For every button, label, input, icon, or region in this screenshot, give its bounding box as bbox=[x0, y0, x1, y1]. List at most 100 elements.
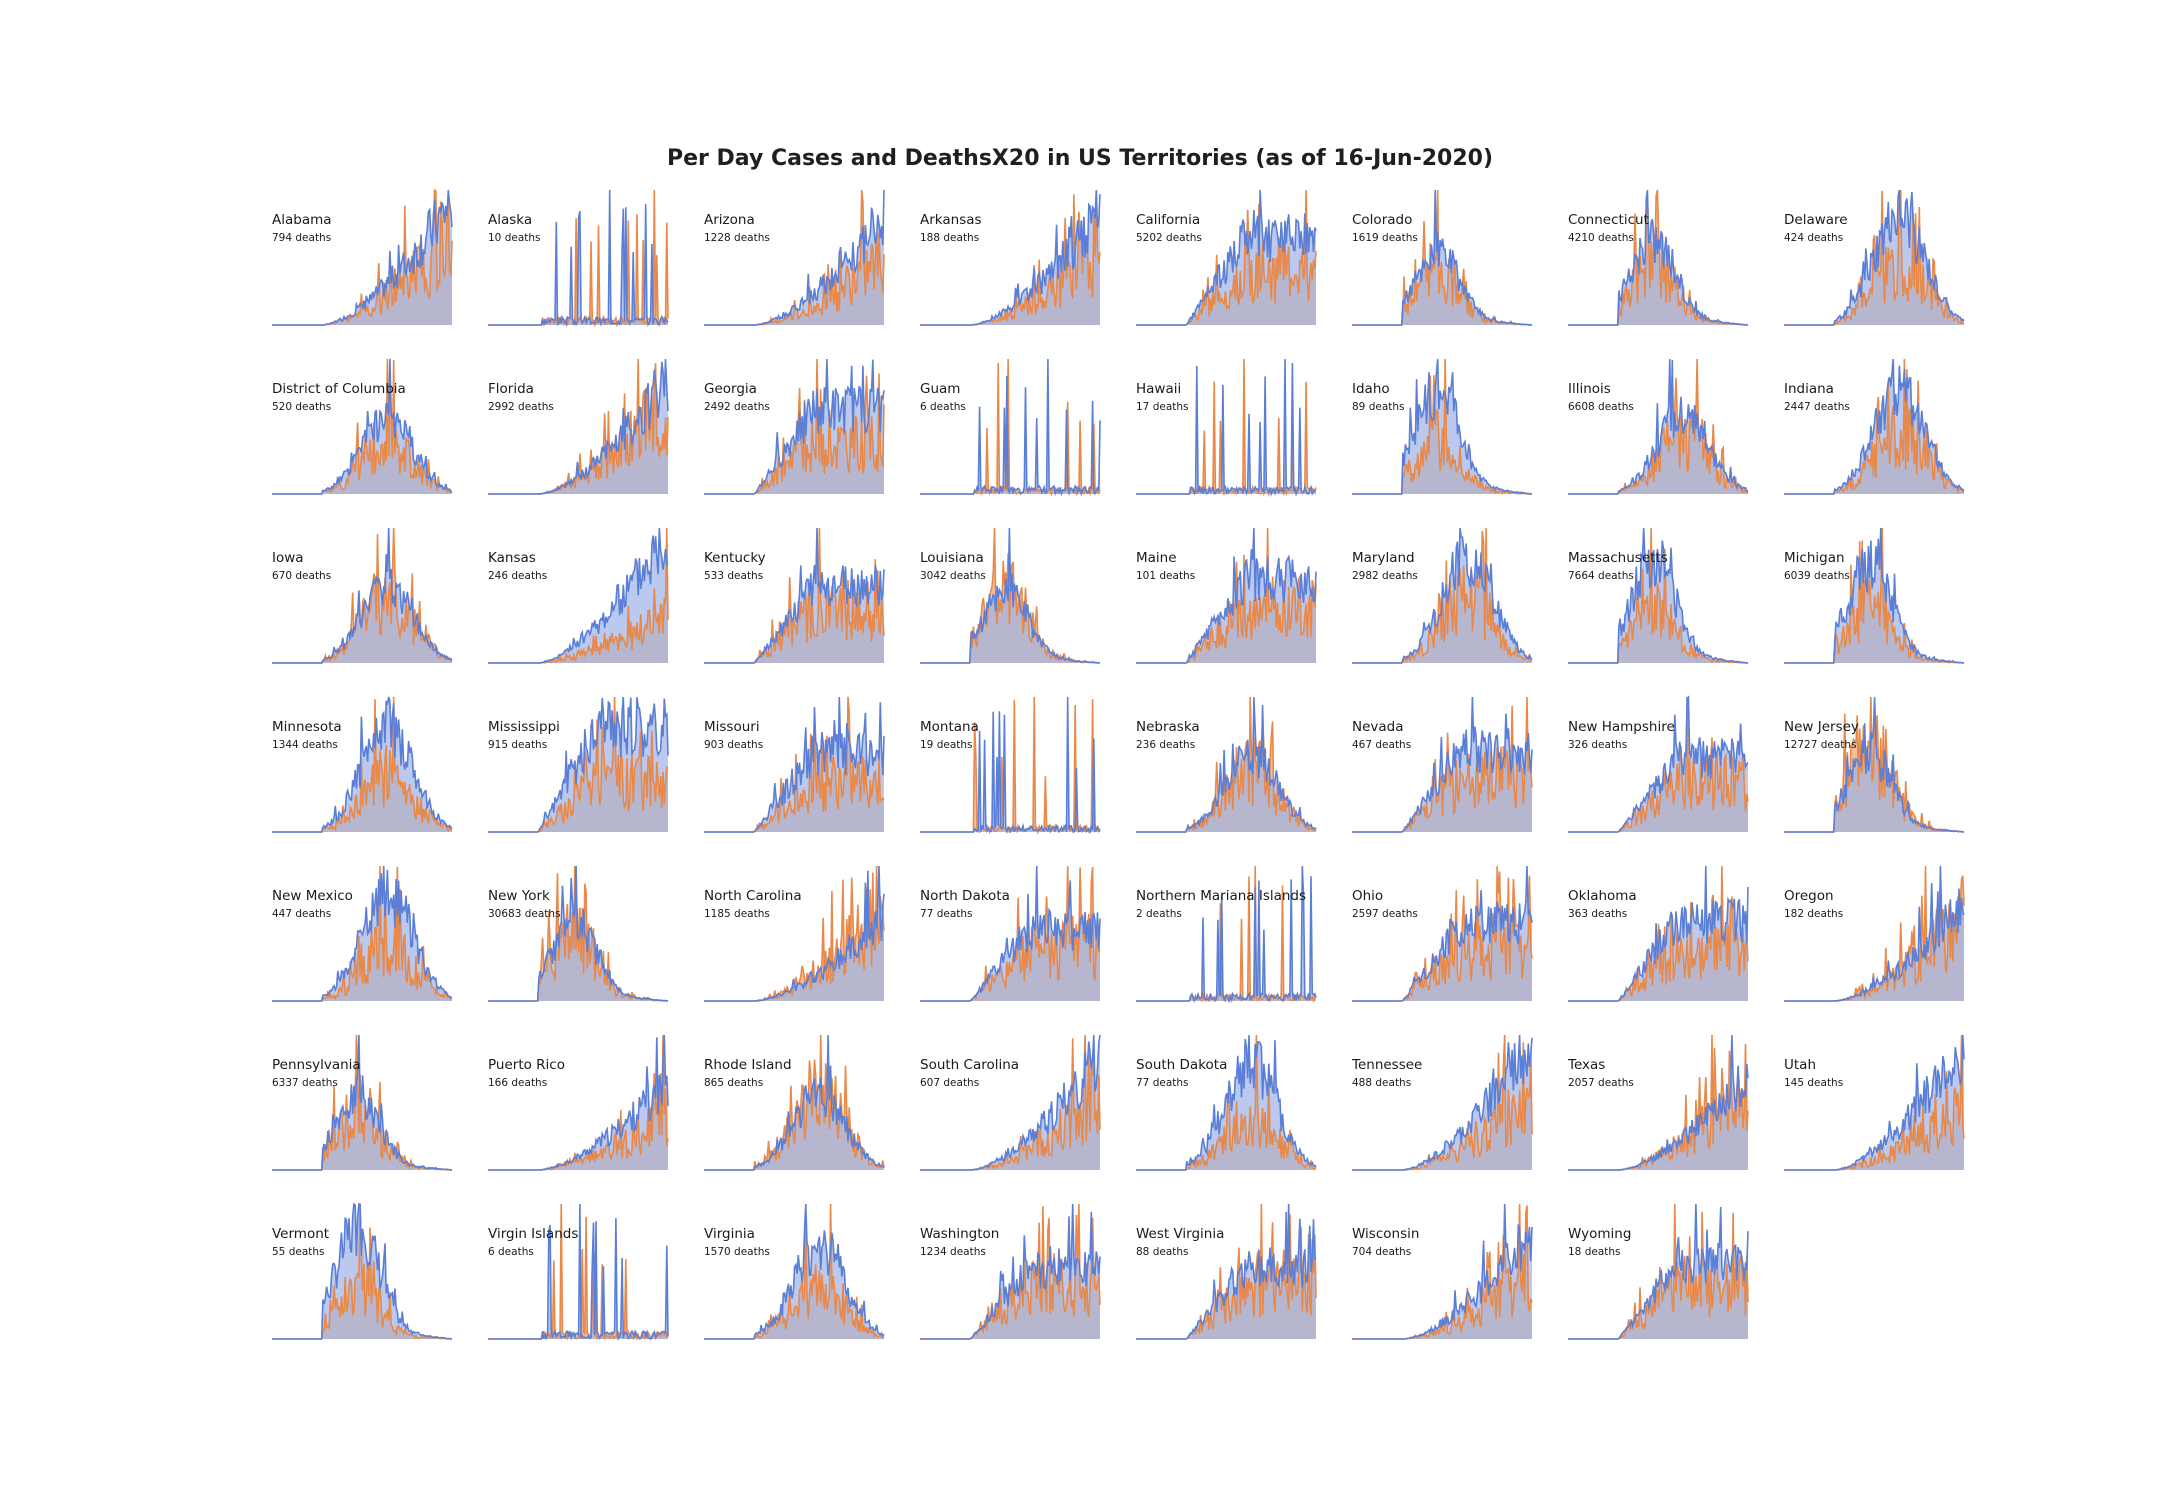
cases-area bbox=[1784, 528, 1964, 663]
cases-line bbox=[920, 527, 1101, 664]
panel-washington: Washington 1234 deaths bbox=[920, 1203, 1101, 1340]
panel-deaths-label: 101 deaths bbox=[1136, 570, 1196, 582]
panel-title: Kentucky bbox=[704, 550, 766, 566]
cases-area bbox=[488, 359, 668, 494]
panel-title: Delaware bbox=[1784, 212, 1848, 228]
chart-title: Per Day Cases and DeathsX20 in US Territ… bbox=[666, 146, 1494, 171]
panel-title: Puerto Rico bbox=[488, 1057, 565, 1073]
panel-plot bbox=[272, 358, 453, 495]
cases-area bbox=[1136, 359, 1316, 494]
cases-line bbox=[920, 696, 1101, 835]
panel-deaths-label: 55 deaths bbox=[272, 1246, 325, 1258]
panel-title: Ohio bbox=[1352, 888, 1384, 904]
panel-plot bbox=[920, 189, 1101, 326]
panel-puerto-rico: Puerto Rico 166 deaths bbox=[488, 1034, 669, 1171]
panel-guam: Guam 6 deaths bbox=[920, 358, 1101, 497]
panel-deaths-label: 1619 deaths bbox=[1352, 232, 1418, 244]
cases-line bbox=[488, 1034, 669, 1171]
cases-line bbox=[1136, 189, 1317, 326]
panel-deaths-label: 794 deaths bbox=[272, 232, 332, 244]
panel-plot bbox=[1136, 865, 1317, 1004]
panel-new-hampshire: New Hampshire 326 deaths bbox=[1568, 695, 1749, 833]
panel-plot bbox=[1352, 696, 1533, 833]
cases-area bbox=[272, 866, 452, 1001]
panel-deaths-label: 19 deaths bbox=[920, 739, 973, 751]
panel-title: Michigan bbox=[1784, 550, 1845, 566]
cases-line bbox=[488, 1203, 669, 1341]
panel-title: Utah bbox=[1784, 1057, 1817, 1073]
panel-title: Guam bbox=[920, 381, 961, 397]
cases-line bbox=[1136, 1034, 1317, 1171]
panel-alaska: Alaska 10 deaths bbox=[488, 189, 669, 328]
cases-area bbox=[704, 359, 884, 494]
panel-deaths-label: 12727 deaths bbox=[1784, 739, 1857, 751]
panel-deaths-label: 89 deaths bbox=[1352, 401, 1405, 413]
panel-plot bbox=[488, 358, 669, 495]
cases-line bbox=[1784, 189, 1965, 326]
panel-deaths-label: 326 deaths bbox=[1568, 739, 1628, 751]
panel-plot bbox=[1568, 1203, 1749, 1340]
panel-tennessee: Tennessee 488 deaths bbox=[1352, 1034, 1533, 1171]
panel-deaths-label: 2982 deaths bbox=[1352, 570, 1418, 582]
cases-area bbox=[1136, 1204, 1316, 1339]
cases-line bbox=[1352, 696, 1533, 833]
panel-plot bbox=[1784, 1034, 1965, 1171]
panel-deaths-label: 166 deaths bbox=[488, 1077, 548, 1089]
panel-title: Virgin Islands bbox=[488, 1226, 579, 1242]
cases-area bbox=[1136, 866, 1316, 1001]
panel-plot bbox=[1784, 189, 1965, 326]
panel-wyoming: Wyoming 18 deaths bbox=[1568, 1203, 1749, 1340]
panel-oklahoma: Oklahoma 363 deaths bbox=[1568, 865, 1749, 1002]
panel-deaths-label: 17 deaths bbox=[1136, 401, 1189, 413]
panel-title: New Mexico bbox=[272, 888, 353, 904]
panel-title: Mississippi bbox=[488, 719, 560, 735]
panel-title: Florida bbox=[488, 381, 534, 397]
panel-illinois: Illinois 6608 deaths bbox=[1568, 358, 1749, 495]
cases-line bbox=[1352, 189, 1533, 326]
panel-delaware: Delaware 424 deaths bbox=[1784, 189, 1965, 326]
cases-line bbox=[704, 865, 885, 1002]
panel-plot bbox=[704, 527, 885, 664]
cases-line bbox=[704, 189, 885, 326]
panel-iowa: Iowa 670 deaths bbox=[272, 527, 453, 664]
cases-line bbox=[704, 1034, 885, 1171]
cases-line bbox=[1136, 696, 1317, 833]
panel-arkansas: Arkansas 188 deaths bbox=[920, 189, 1101, 326]
cases-line bbox=[488, 696, 669, 833]
panel-title: Pennsylvania bbox=[272, 1057, 361, 1073]
panel-title: Massachusetts bbox=[1568, 550, 1668, 566]
panel-utah: Utah 145 deaths bbox=[1784, 1034, 1965, 1171]
cases-line bbox=[920, 358, 1101, 497]
panel-title: Alaska bbox=[488, 212, 533, 228]
cases-area bbox=[1784, 359, 1964, 494]
cases-area bbox=[920, 866, 1100, 1001]
cases-line bbox=[1352, 358, 1533, 495]
panel-deaths-label: 1228 deaths bbox=[704, 232, 770, 244]
panel-deaths-label: 30683 deaths bbox=[488, 908, 561, 920]
cases-line bbox=[272, 189, 453, 326]
cases-line bbox=[1784, 1034, 1965, 1171]
panel-minnesota: Minnesota 1344 deaths bbox=[272, 696, 453, 833]
panel-montana: Montana 19 deaths bbox=[920, 696, 1101, 836]
panel-plot bbox=[1136, 189, 1317, 326]
panel-deaths-label: 7664 deaths bbox=[1568, 570, 1634, 582]
panel-south-carolina: South Carolina 607 deaths bbox=[920, 1034, 1101, 1171]
cases-area bbox=[272, 528, 452, 663]
panel-plot bbox=[1784, 696, 1965, 833]
cases-line bbox=[1136, 1203, 1317, 1340]
panel-hawaii: Hawaii 17 deaths bbox=[1136, 358, 1317, 498]
panel-title: District of Columbia bbox=[272, 381, 406, 397]
deaths-line bbox=[1136, 865, 1317, 1004]
panel-plot bbox=[488, 1203, 669, 1342]
panel-title: Wisconsin bbox=[1352, 1226, 1420, 1242]
panel-deaths-label: 1185 deaths bbox=[704, 908, 770, 920]
panel-plot bbox=[272, 527, 453, 664]
panel-plot bbox=[1784, 865, 1965, 1002]
cases-area bbox=[920, 190, 1100, 325]
cases-line bbox=[272, 358, 453, 495]
panel-title: Maryland bbox=[1352, 550, 1415, 566]
panel-south-dakota: South Dakota 77 deaths bbox=[1136, 1034, 1317, 1171]
panel-deaths-label: 704 deaths bbox=[1352, 1246, 1412, 1258]
cases-line bbox=[704, 527, 885, 664]
panel-deaths-label: 3042 deaths bbox=[920, 570, 986, 582]
